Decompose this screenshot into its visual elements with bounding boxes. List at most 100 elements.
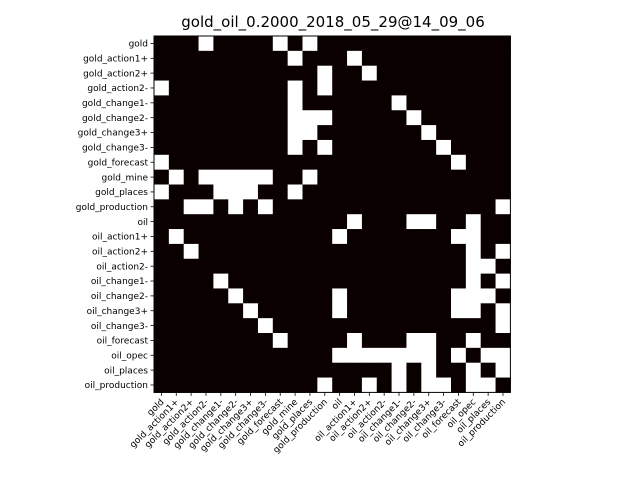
- heatmap-cell: [257, 214, 274, 230]
- heatmap-cell: [183, 50, 199, 67]
- heatmap-cell: [361, 184, 378, 200]
- heatmap-cell: [376, 318, 392, 334]
- heatmap-cell: [198, 273, 214, 289]
- heatmap-cell: [168, 288, 185, 304]
- heatmap-cell: [436, 303, 452, 319]
- heatmap-cell: [480, 50, 496, 67]
- heatmap-cell: [361, 318, 378, 334]
- heatmap-cell: [183, 243, 199, 260]
- heatmap-cell: [376, 169, 392, 185]
- heatmap-cell: [154, 80, 170, 96]
- heatmap-cell: [436, 288, 452, 304]
- heatmap-cell: [332, 318, 348, 334]
- y-tick-label-oil-action2minus: oil_action2-: [96, 262, 148, 272]
- heatmap-cell: [243, 362, 259, 378]
- heatmap-cell: [287, 303, 303, 319]
- heatmap-cell: [198, 229, 214, 245]
- heatmap-cell: [317, 362, 333, 378]
- heatmap-cell: [243, 288, 259, 304]
- heatmap-cell: [198, 347, 214, 364]
- heatmap-cell: [272, 258, 289, 274]
- heatmap-cell: [495, 288, 511, 304]
- y-tick-label-gold-mine: gold_mine: [102, 173, 149, 183]
- heatmap-cell: [257, 36, 274, 52]
- heatmap-cell: [465, 214, 482, 230]
- heatmap-cell: [347, 139, 363, 156]
- heatmap-cell: [465, 199, 482, 215]
- heatmap-cell: [287, 243, 303, 260]
- heatmap-cell: [168, 36, 185, 52]
- y-tick-label-gold-production: gold_production: [76, 203, 148, 213]
- heatmap-cell: [243, 36, 259, 52]
- heatmap-cell: [257, 377, 274, 393]
- heatmap-cell: [376, 258, 392, 274]
- heatmap-cell: [406, 229, 422, 245]
- heatmap-cell: [287, 273, 303, 289]
- heatmap-cell: [317, 333, 333, 349]
- heatmap-cell: [480, 154, 496, 171]
- heatmap-cell: [183, 36, 199, 52]
- heatmap-cell: [168, 333, 185, 349]
- heatmap-cell: [480, 258, 496, 274]
- heatmap-cell: [376, 154, 392, 171]
- heatmap-cell: [198, 154, 214, 171]
- heatmap-cell: [228, 154, 244, 171]
- heatmap-cell: [198, 318, 214, 334]
- heatmap-cell: [168, 169, 185, 185]
- heatmap-cell: [272, 110, 289, 126]
- heatmap-cell: [198, 139, 214, 156]
- heatmap-cell: [154, 50, 170, 67]
- heatmap-cell: [391, 229, 407, 245]
- heatmap-cell: [228, 318, 244, 334]
- heatmap-cell: [361, 139, 378, 156]
- heatmap-cell: [347, 243, 363, 260]
- heatmap-cell: [287, 377, 303, 393]
- heatmap-cell: [332, 184, 348, 200]
- heatmap-cell: [465, 229, 482, 245]
- heatmap-cell: [154, 258, 170, 274]
- heatmap-cell: [198, 333, 214, 349]
- heatmap-cell: [421, 110, 437, 126]
- heatmap-cell: [347, 154, 363, 171]
- heatmap-cell: [243, 214, 259, 230]
- heatmap-cell: [361, 169, 378, 185]
- heatmap-cell: [421, 199, 437, 215]
- y-tick-label-oil-opec: oil_opec: [111, 351, 148, 361]
- heatmap-cell: [361, 333, 378, 349]
- heatmap-cell: [183, 154, 199, 171]
- heatmap-cell: [376, 125, 392, 141]
- heatmap-cell: [361, 80, 378, 96]
- heatmap-cell: [302, 362, 318, 378]
- heatmap-cell: [213, 169, 229, 185]
- heatmap-cell: [317, 169, 333, 185]
- heatmap-cell: [183, 377, 199, 393]
- heatmap-cell: [347, 65, 363, 81]
- heatmap-cell: [213, 258, 229, 274]
- heatmap-cell: [168, 95, 185, 111]
- heatmap-cell: [361, 229, 378, 245]
- y-tick-label-oil-change3minus: oil_change3-: [91, 322, 148, 332]
- heatmap-cell: [154, 362, 170, 378]
- heatmap-cell: [302, 273, 318, 289]
- heatmap-cell: [347, 110, 363, 126]
- heatmap-cell: [451, 347, 467, 364]
- heatmap-cell: [436, 184, 452, 200]
- heatmap-cell: [376, 243, 392, 260]
- y-tick-label-oil-places: oil_places: [104, 366, 148, 376]
- heatmap-cell: [421, 333, 437, 349]
- heatmap-cell: [451, 258, 467, 274]
- heatmap-cell: [317, 303, 333, 319]
- heatmap-cell: [243, 273, 259, 289]
- heatmap-cell: [421, 154, 437, 171]
- heatmap-cell: [183, 303, 199, 319]
- heatmap-cell: [495, 139, 511, 156]
- heatmap-cell: [272, 377, 289, 393]
- heatmap-cell: [465, 243, 482, 260]
- heatmap-cell: [213, 184, 229, 200]
- heatmap-cell: [465, 258, 482, 274]
- heatmap-cell: [317, 243, 333, 260]
- heatmap-cell: [272, 65, 289, 81]
- heatmap-cell: [332, 125, 348, 141]
- heatmap-cell: [406, 80, 422, 96]
- heatmap-cell: [361, 288, 378, 304]
